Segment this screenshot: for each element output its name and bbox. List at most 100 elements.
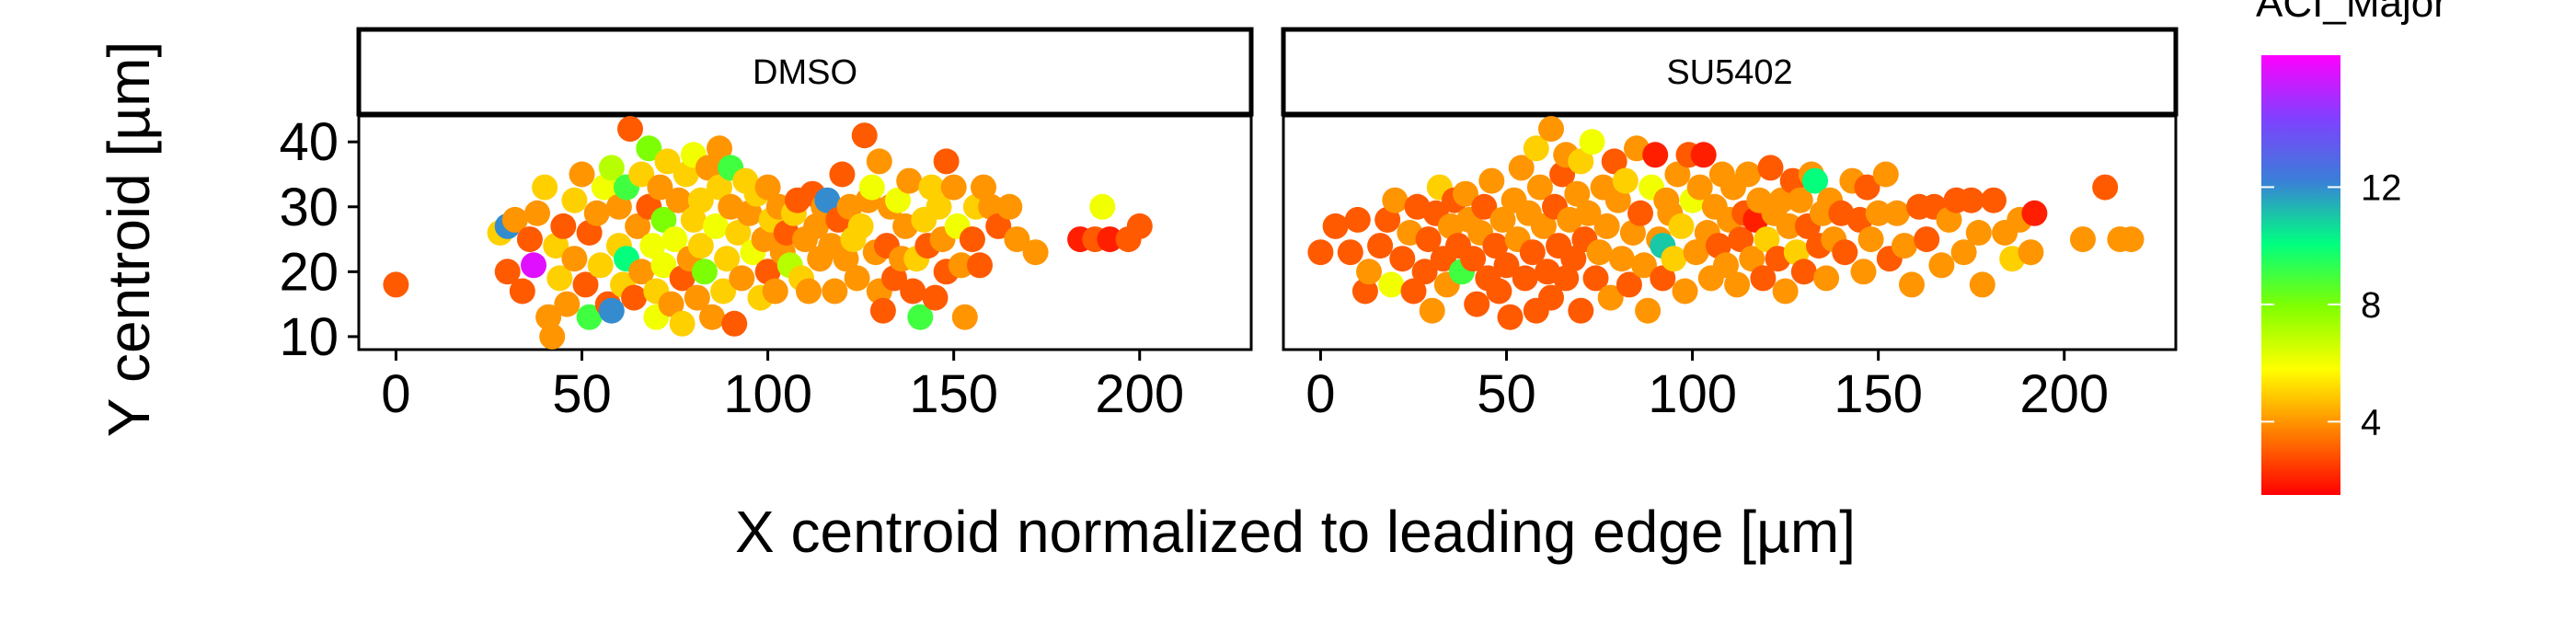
scatter-point [1757, 155, 1784, 181]
scatter-point [1965, 220, 1992, 246]
scatter-point [1530, 213, 1557, 239]
scatter-point [658, 291, 684, 317]
scatter-point [714, 246, 741, 272]
scatter-point [1832, 239, 1858, 266]
scatter-point [2070, 226, 2096, 253]
scatter-point [803, 213, 830, 239]
scatter-point [1686, 174, 1713, 201]
scatter-point [1378, 271, 1405, 298]
scatter-point [1322, 213, 1349, 239]
scatter-point [1560, 246, 1587, 272]
scatter-point [844, 265, 870, 292]
scatter-point [1627, 200, 1653, 226]
scatter-point [1497, 304, 1524, 330]
scatter-point [1582, 265, 1609, 292]
x-axis-ticks: 0 50 100 150 200 [1305, 350, 2109, 424]
scatter-point [1713, 252, 1739, 279]
scatter-point [516, 226, 543, 253]
y-tick-label: 10 [279, 307, 339, 367]
scatter-point [524, 200, 550, 226]
scatter-point [569, 161, 595, 188]
scatter-point [907, 304, 934, 330]
scatter-point [1724, 271, 1751, 298]
scatter-point [621, 284, 648, 311]
scatter-point [583, 200, 610, 226]
scatter-point [881, 265, 907, 292]
scatter-point [1523, 135, 1549, 162]
legend-ticks: 4 8 12 [2261, 167, 2402, 443]
scatter-point [751, 226, 777, 253]
scatter-point [1619, 220, 1646, 246]
x-axis-ticks: 0 50 100 150 200 [381, 350, 1184, 424]
scatter-point [680, 206, 707, 233]
scatter-point [546, 265, 573, 292]
scatter-point [625, 213, 651, 239]
scatter-points [1307, 116, 2145, 330]
scatter-point [1097, 226, 1123, 253]
scatter-point [918, 174, 945, 201]
scatter-point [959, 226, 985, 253]
scatter-point [1850, 259, 1877, 285]
scatter-point [1478, 167, 1505, 194]
scatter-point [665, 187, 692, 213]
scatter-point [948, 252, 974, 279]
scatter-point [1493, 252, 1520, 279]
scatter-point [1415, 226, 1442, 253]
scatter-point [617, 116, 643, 143]
scatter-point [1307, 239, 1334, 266]
scatter-point [1739, 246, 1765, 272]
scatter-point [1728, 226, 1754, 253]
scatter-point [1981, 187, 2007, 213]
scatter-point [1608, 246, 1635, 272]
scatter-point [543, 233, 569, 259]
scatter-point [687, 233, 714, 259]
scatter-point [1460, 246, 1487, 272]
scatter-point [940, 174, 967, 201]
scatter-point [1650, 265, 1676, 292]
scatter-point [1486, 278, 1512, 305]
scatter-point [539, 323, 566, 350]
scatter-point [1579, 129, 1605, 155]
scatter-point [814, 187, 841, 213]
scatter-point [1337, 239, 1363, 266]
scatter-point [521, 252, 546, 279]
scatter-point [822, 278, 848, 305]
facet-strip-label: DMSO [753, 53, 857, 92]
scatter-point [847, 213, 874, 239]
scatter-point [1790, 259, 1817, 285]
scatter-point [710, 278, 737, 305]
x-tick-label: 100 [1648, 364, 1737, 424]
scatter-point [1022, 239, 1049, 266]
scatter-point [866, 148, 892, 175]
scatter-point [754, 259, 781, 285]
facet-panel-dmso: DMSO 0 50 100 150 200 [356, 27, 1254, 424]
scatter-point [725, 220, 752, 246]
scatter-point [1575, 200, 1602, 226]
facet-strip [1281, 27, 2179, 117]
x-axis-title: X centroid normalized to leading edge [µ… [735, 499, 1856, 565]
legend-title: ACI_Major [2256, 0, 2447, 26]
scatter-point [1526, 174, 1553, 201]
scatter-point [996, 193, 1023, 220]
scatter-point [1690, 142, 1717, 168]
scatter-point [1928, 252, 1955, 279]
scatter-point [654, 148, 681, 175]
scatter-point [1813, 265, 1840, 292]
scatter-point [591, 174, 617, 201]
scatter-point [1593, 213, 1620, 239]
scatter-point [922, 284, 949, 311]
scatter-point [1950, 239, 1977, 266]
scatter-point [926, 193, 952, 220]
scatter-point [650, 206, 677, 233]
scatter-point [1899, 271, 1925, 298]
scatter-point [796, 278, 822, 305]
scatter-point [2118, 226, 2145, 253]
scatter-point [729, 265, 755, 292]
scatter-point [2021, 200, 2048, 226]
scatter-point [736, 200, 763, 226]
y-axis-title: Y centroid [µm] [96, 41, 162, 438]
scatter-point [1672, 278, 1698, 305]
scatter-point [1601, 148, 1627, 175]
scatter-point [1471, 193, 1498, 220]
scatter-point [1783, 239, 1810, 266]
